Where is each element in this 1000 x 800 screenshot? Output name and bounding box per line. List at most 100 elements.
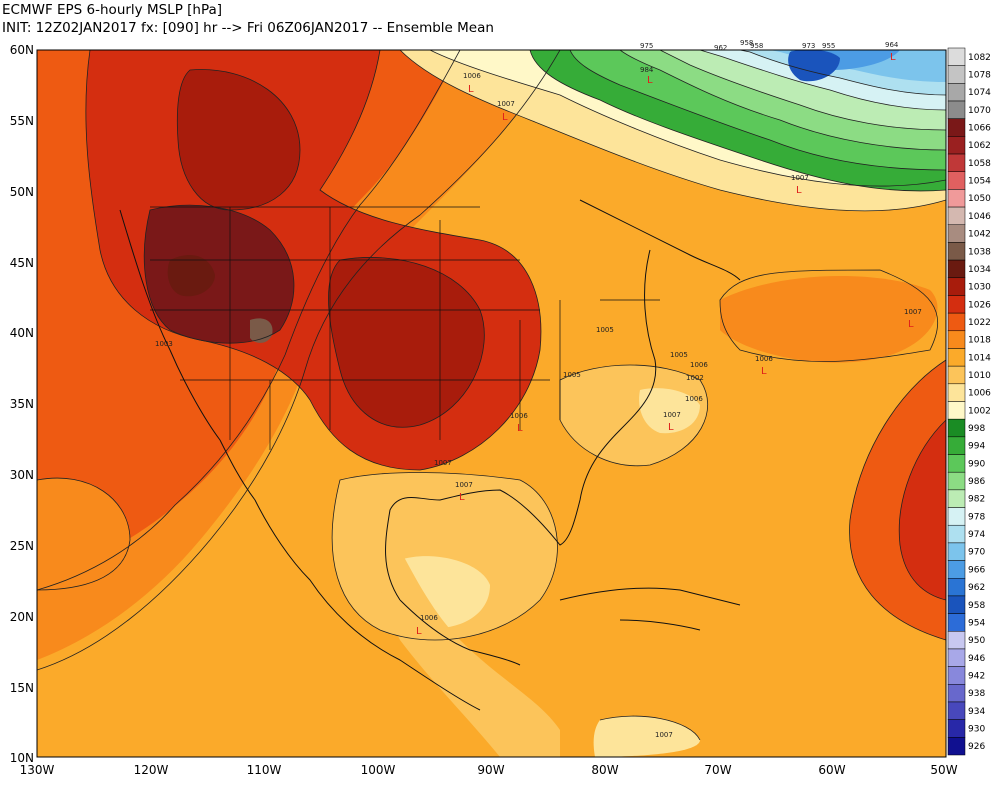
colorbar-label: 1046 — [968, 212, 991, 222]
lat-label: 60N — [10, 43, 34, 57]
lat-label: 50N — [10, 185, 34, 199]
colorbar-label: 1078 — [968, 71, 991, 81]
colorbar-swatch — [947, 542, 966, 561]
colorbar-label: 954 — [968, 618, 985, 628]
isobar-label: 1005 — [596, 326, 614, 334]
colorbar-label: 970 — [968, 548, 985, 558]
colorbar-label: 978 — [968, 512, 985, 522]
colorbar-swatch — [947, 701, 966, 720]
isobar-label: 1007 — [497, 100, 515, 108]
lat-label: 35N — [10, 397, 34, 411]
colorbar-label: 1006 — [968, 389, 991, 399]
isobar-label: 1005 — [670, 351, 688, 359]
colorbar-label: 1082 — [968, 53, 991, 63]
isobar-lines — [37, 50, 946, 741]
lat-label: 30N — [10, 468, 34, 482]
lon-label: 130W — [20, 763, 55, 777]
colorbar-label: 998 — [968, 424, 985, 434]
colorbar-label: 1022 — [968, 318, 991, 328]
colorbar-swatch — [947, 189, 966, 208]
colorbar-label: 962 — [968, 583, 985, 593]
colorbar-swatch — [947, 295, 966, 314]
colorbar-label: 1014 — [968, 353, 991, 363]
lat-label: 40N — [10, 326, 34, 340]
colorbar-swatch — [947, 454, 966, 473]
isobar-label: 1006 — [463, 72, 481, 80]
isobar-label: 1006 — [510, 412, 528, 420]
colorbar-swatch — [947, 47, 966, 66]
low-marker: L — [459, 492, 465, 503]
colorbar-label: 1026 — [968, 300, 991, 310]
isobar-label: 1006 — [685, 395, 703, 403]
longitude-axis: 130W 120W 110W 100W 90W 80W 70W 60W 50W — [20, 763, 958, 777]
lat-label: 25N — [10, 539, 34, 553]
colorbar-swatch — [947, 507, 966, 526]
colorbar-label: 986 — [968, 477, 985, 487]
low-marker: L — [668, 422, 674, 433]
colorbar-swatch — [947, 471, 966, 491]
low-marker: L — [468, 84, 474, 95]
colorbar-swatch — [947, 224, 966, 243]
colorbar-swatch — [947, 737, 966, 756]
colorbar-swatch — [947, 613, 966, 632]
colorbar-label: 974 — [968, 530, 985, 540]
colorbar-swatch — [947, 383, 966, 402]
colorbar-swatch — [947, 401, 966, 420]
colorbar-label: 1034 — [968, 265, 991, 275]
colorbar-swatch — [947, 648, 966, 667]
colorbar-label: 1002 — [968, 406, 991, 416]
colorbar-label: 938 — [968, 689, 985, 699]
low-marker: L — [761, 366, 767, 377]
isobar-label: 973 — [802, 42, 815, 50]
colorbar-label: 958 — [968, 601, 985, 611]
low-marker: L — [416, 626, 422, 637]
colorbar-swatch — [947, 312, 966, 332]
coastlines — [119, 199, 741, 711]
lat-label: 20N — [10, 610, 34, 624]
low-marker: L — [517, 423, 523, 434]
colorbar-swatch — [947, 171, 966, 190]
colorbar-swatch — [947, 153, 966, 172]
lat-label: 15N — [10, 681, 34, 695]
low-marker: L — [890, 52, 896, 63]
isobar-label: 1007 — [455, 481, 473, 489]
lon-label: 50W — [930, 763, 957, 777]
lat-label: 55N — [10, 114, 34, 128]
isobar-label: 1007 — [655, 731, 673, 739]
colorbar-label: 1074 — [968, 88, 991, 98]
lon-label: 80W — [591, 763, 618, 777]
colorbar-label: 982 — [968, 495, 985, 505]
isobar-label: 1007 — [904, 308, 922, 316]
lon-label: 110W — [247, 763, 282, 777]
isobar-label: 958 — [740, 39, 753, 47]
colorbar-label: 1066 — [968, 124, 991, 134]
low-marker: L — [796, 185, 802, 196]
colorbar-swatch — [947, 578, 966, 597]
low-marker: L — [647, 75, 653, 86]
colorbar-swatch — [947, 684, 966, 703]
isobar-label: 1006 — [690, 361, 708, 369]
isobar-label-group: 1006 L 1007 L 1003 1005 1006 L 1007 L 10… — [155, 39, 922, 739]
isobar-label: 1002 — [686, 374, 704, 382]
colorbar-swatch — [947, 330, 966, 349]
colorbar-swatch — [947, 136, 966, 155]
colorbar-swatch — [947, 348, 966, 367]
isobar-label: 1006 — [420, 614, 438, 622]
colorbar-label: 946 — [968, 654, 985, 664]
colorbar-swatch — [947, 277, 966, 296]
colorbar-swatch — [947, 83, 966, 102]
lat-label: 10N — [10, 751, 34, 765]
colorbar-label: 934 — [968, 707, 985, 717]
chart-title: ECMWF EPS 6-hourly MSLP [hPa] — [2, 2, 223, 18]
colorbar-label: 1062 — [968, 141, 991, 151]
isobar-label: 962 — [714, 44, 727, 52]
colorbar-swatch — [947, 595, 966, 614]
isobar-label: 964 — [885, 41, 899, 49]
colorbar-swatch — [947, 719, 966, 738]
colorbar-swatch — [947, 418, 966, 438]
colorbar-label: 1050 — [968, 194, 991, 204]
pressure-field — [37, 50, 946, 757]
lon-label: 60W — [818, 763, 845, 777]
isobar-label: 984 — [640, 66, 654, 74]
colorbar-swatch — [947, 560, 966, 579]
